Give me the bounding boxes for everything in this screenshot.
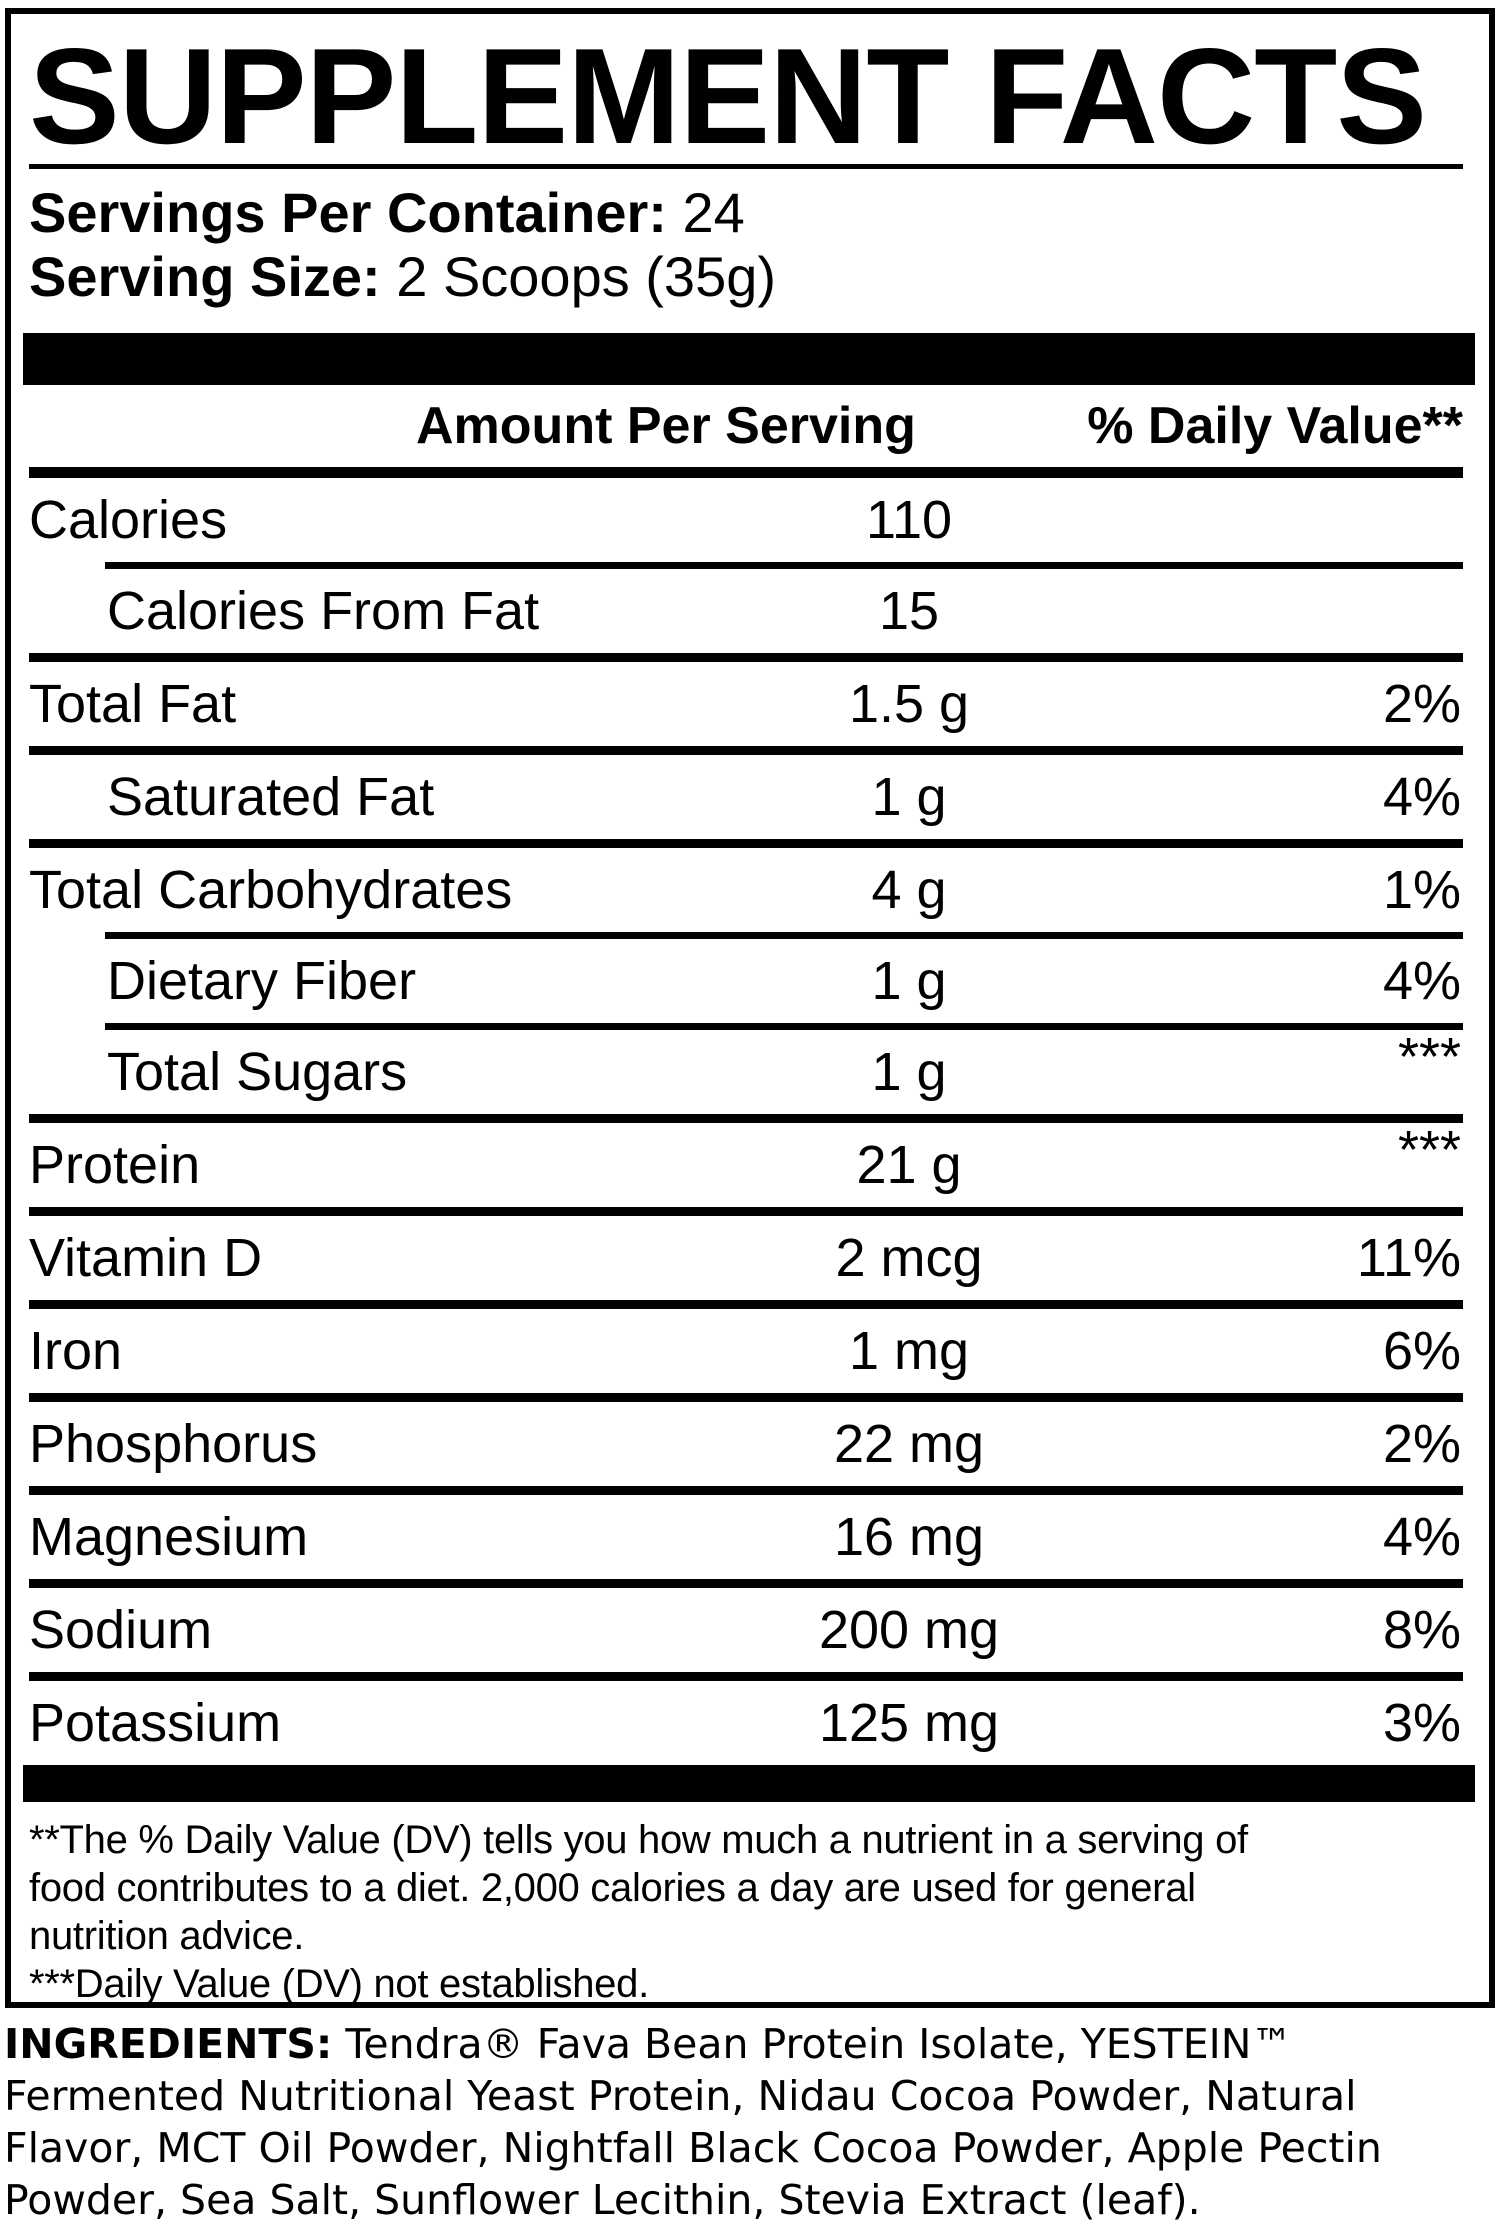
footnote-line: food contributes to a diet. 2,000 calori… (29, 1866, 1196, 1910)
nutrient-label: Total Carbohydrates (29, 860, 513, 920)
serving-info: Servings Per Container: 24 Serving Size:… (29, 181, 1463, 309)
nutrient-row: Saturated Fat 1 g 4% (29, 755, 1463, 839)
nutrient-amount: 1 g (871, 951, 947, 1011)
serving-size-value: 2 Scoops (35g) (396, 245, 777, 308)
column-headers: Amount Per Serving % Daily Value** (29, 385, 1463, 467)
nutrient-amount: 15 (878, 581, 940, 641)
nutrient-label: Total Sugars (107, 1042, 408, 1102)
nutrient-daily-value: *** (1397, 1120, 1461, 1180)
row-separator (29, 746, 1463, 755)
row-separator (29, 1300, 1463, 1309)
nutrient-label: Magnesium (29, 1507, 309, 1567)
nutrient-row: Protein 21 g *** (29, 1120, 1463, 1207)
ingredients-heading: INGREDIENTS: (4, 2020, 333, 2068)
ingredients-line: Flavor, MCT Oil Powder, Nightfall Black … (4, 2124, 1382, 2172)
nutrient-daily-value: *** (1397, 1027, 1461, 1087)
nutrient-daily-value: 8% (1382, 1600, 1461, 1660)
servings-per-container-value: 24 (682, 181, 745, 244)
footnote-line: **The % Daily Value (DV) tells you how m… (29, 1818, 1248, 1862)
row-separator (105, 1023, 1463, 1030)
divider-bar-top (23, 333, 1475, 385)
nutrient-amount: 125 mg (818, 1693, 1000, 1753)
header-rule (29, 467, 1463, 478)
nutrient-amount: 1.5 g (848, 674, 970, 734)
row-separator (29, 1672, 1463, 1681)
nutrient-daily-value: 11% (1356, 1228, 1461, 1288)
daily-value-column-header: % Daily Value** (1087, 397, 1463, 455)
panel-title: SUPPLEMENT FACTS (29, 20, 1427, 172)
nutrient-daily-value: 4% (1382, 951, 1461, 1011)
nutrient-label: Vitamin D (29, 1228, 263, 1288)
nutrient-row: Iron 1 mg 6% (29, 1309, 1463, 1393)
nutrient-label: Phosphorus (29, 1414, 318, 1474)
nutrient-amount: 1 g (871, 1042, 947, 1102)
nutrient-row: Total Fat 1.5 g 2% (29, 662, 1463, 746)
nutrient-label: Iron (29, 1321, 123, 1381)
row-separator (29, 1393, 1463, 1402)
ingredients-line: INGREDIENTS: Tendra® Fava Bean Protein I… (4, 2018, 1496, 2070)
servings-per-container-label: Servings Per Container: (29, 181, 667, 244)
nutrient-amount: 22 mg (833, 1414, 985, 1474)
servings-per-container: Servings Per Container: 24 (29, 181, 1463, 245)
nutrient-label: Dietary Fiber (107, 951, 417, 1011)
nutrient-row: Phosphorus 22 mg 2% (29, 1402, 1463, 1486)
nutrient-daily-value: 1% (1382, 860, 1461, 920)
supplement-facts-panel: SUPPLEMENT FACTS Servings Per Container:… (5, 8, 1495, 2008)
nutrient-row: Magnesium 16 mg 4% (29, 1495, 1463, 1579)
nutrient-amount: 4 g (871, 860, 947, 920)
row-separator (29, 1207, 1463, 1216)
nutrient-label: Calories (29, 490, 228, 550)
nutrient-row: Dietary Fiber 1 g 4% (29, 939, 1463, 1023)
nutrient-daily-value: 6% (1382, 1321, 1461, 1381)
row-separator (29, 1579, 1463, 1588)
nutrient-label: Calories From Fat (107, 581, 540, 641)
row-separator (29, 839, 1463, 848)
nutrient-amount: 1 g (871, 767, 947, 827)
nutrient-row: Total Sugars 1 g *** (29, 1027, 1463, 1114)
nutrient-row: Vitamin D 2 mcg 11% (29, 1216, 1463, 1300)
nutrient-label: Total Fat (29, 674, 237, 734)
footnotes: **The % Daily Value (DV) tells you how m… (29, 1816, 1463, 2006)
ingredients-text: Tendra® Fava Bean Protein Isolate, YESTE… (345, 2020, 1293, 2068)
footnote-line: nutrition advice. (29, 1914, 305, 1958)
amount-column-header: Amount Per Serving (416, 397, 916, 455)
nutrient-amount: 1 mg (848, 1321, 970, 1381)
nutrient-daily-value: 4% (1382, 1507, 1461, 1567)
nutrient-row: Calories 110 (29, 478, 1463, 562)
nutrient-label: Potassium (29, 1693, 282, 1753)
nutrient-daily-value: 4% (1382, 767, 1461, 827)
nutrient-amount: 110 (865, 490, 953, 550)
footnote-line: ***Daily Value (DV) not established. (29, 1962, 649, 2006)
row-separator (105, 932, 1463, 939)
nutrient-daily-value: 2% (1382, 1414, 1461, 1474)
ingredients-line: Powder, Sea Salt, Sunflower Lecithin, St… (4, 2176, 1201, 2224)
nutrient-row: Calories From Fat 15 (29, 569, 1463, 653)
serving-size-label: Serving Size: (29, 245, 381, 308)
ingredients-section: INGREDIENTS: Tendra® Fava Bean Protein I… (4, 2018, 1496, 2226)
nutrient-table: Calories 110 Calories From Fat 15 Total Fat 1… (29, 478, 1463, 1765)
row-separator (29, 1114, 1463, 1123)
row-separator (105, 562, 1463, 569)
nutrient-label: Saturated Fat (107, 767, 435, 827)
title-rule (29, 164, 1463, 169)
row-separator (29, 1486, 1463, 1495)
nutrient-amount: 2 mcg (835, 1228, 983, 1288)
divider-bar-bottom (23, 1765, 1475, 1802)
nutrient-row: Potassium 125 mg 3% (29, 1681, 1463, 1765)
ingredients-line: Fermented Nutritional Yeast Protein, Nid… (4, 2072, 1357, 2120)
nutrient-daily-value: 2% (1382, 674, 1461, 734)
nutrient-label: Sodium (29, 1600, 213, 1660)
nutrient-row: Total Carbohydrates 4 g 1% (29, 848, 1463, 932)
row-separator (29, 653, 1463, 662)
nutrient-row: Sodium 200 mg 8% (29, 1588, 1463, 1672)
nutrient-daily-value: 3% (1382, 1693, 1461, 1753)
nutrient-amount: 200 mg (818, 1600, 1000, 1660)
nutrient-amount: 16 mg (833, 1507, 985, 1567)
nutrient-amount: 21 g (856, 1135, 962, 1195)
serving-size: Serving Size: 2 Scoops (35g) (29, 245, 1463, 309)
nutrient-label: Protein (29, 1135, 201, 1195)
